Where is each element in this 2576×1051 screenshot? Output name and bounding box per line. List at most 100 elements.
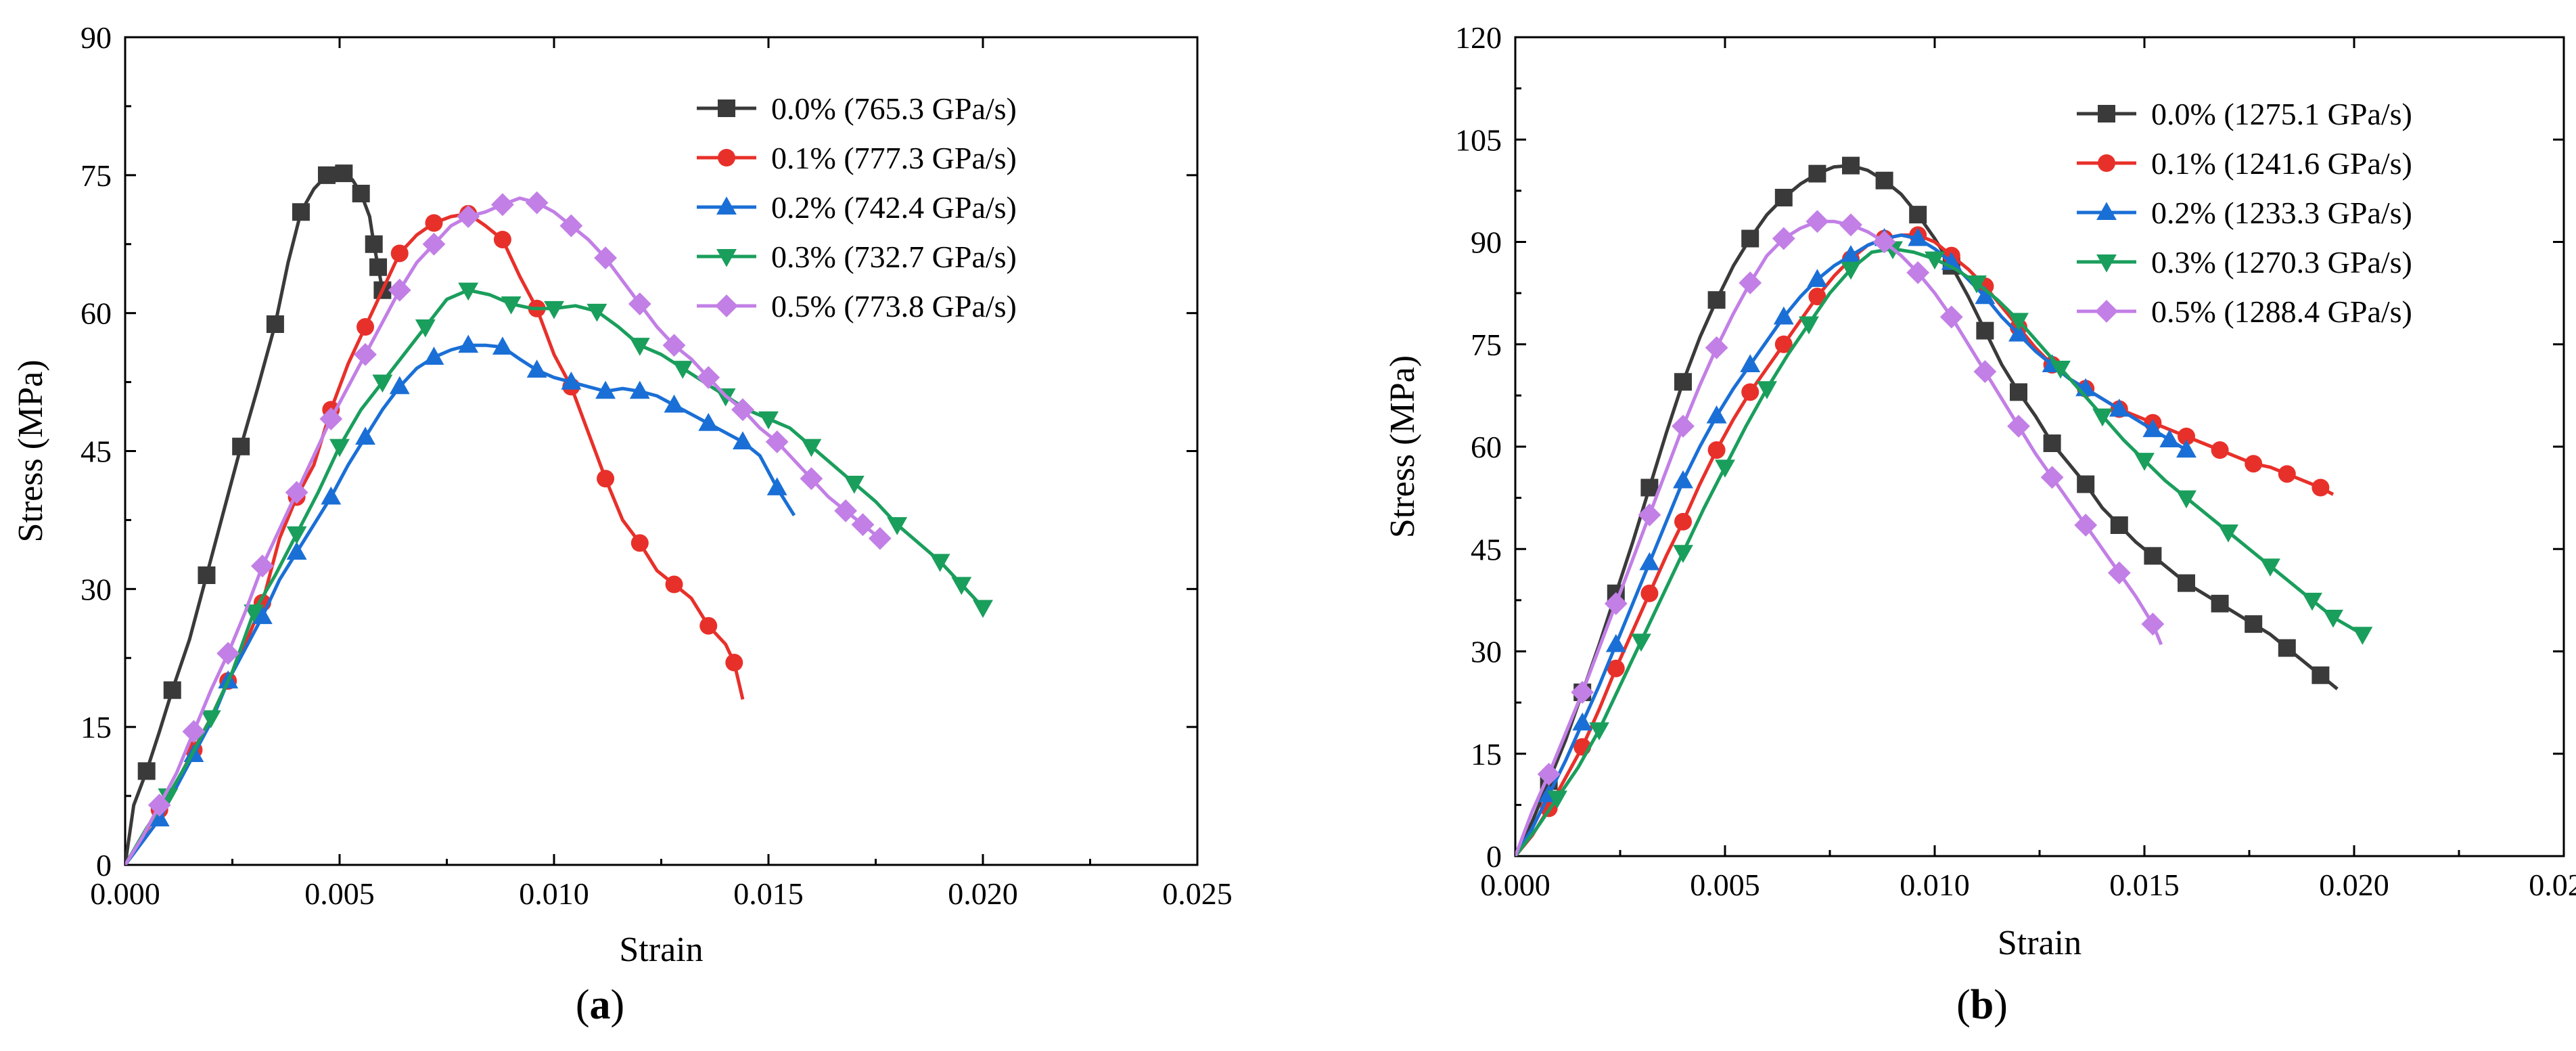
data-point: [1975, 286, 1996, 305]
data-point: [321, 486, 342, 505]
series-2: [1515, 227, 2196, 856]
data-point: [698, 413, 719, 431]
legend-entry-4: 0.5% (773.8 GPa/s): [697, 289, 1017, 323]
data-point: [1605, 633, 1626, 652]
legend-marker: [716, 196, 737, 215]
data-point: [250, 554, 274, 578]
data-point: [355, 426, 375, 445]
data-point: [628, 292, 651, 315]
data-point: [731, 398, 754, 422]
data-point: [1773, 306, 1794, 325]
legend-marker: [716, 248, 737, 267]
data-point: [158, 788, 179, 807]
data-point: [2211, 594, 2229, 612]
series-4: [1515, 210, 2165, 856]
data-point: [2007, 414, 2030, 438]
data-point: [457, 205, 480, 228]
legend-entry-2: 0.2% (1233.3 GPa/s): [2077, 196, 2412, 230]
data-point: [2178, 427, 2195, 445]
data-point: [844, 476, 865, 494]
legend-marker: [2098, 105, 2115, 122]
x-tick-label: 0.025: [2529, 868, 2576, 902]
data-point: [834, 499, 858, 522]
data-point: [1571, 681, 1594, 704]
data-point: [1537, 763, 1561, 786]
data-point: [1715, 460, 1735, 478]
data-point: [1925, 251, 1945, 270]
data-point: [2092, 408, 2113, 427]
data-point: [1705, 336, 1728, 359]
x-tick-label: 0.020: [948, 876, 1018, 911]
data-point: [252, 606, 273, 625]
x-tick-label: 0.005: [1690, 868, 1760, 902]
panel-label: (a): [576, 982, 624, 1028]
data-point: [266, 315, 284, 333]
data-point: [1672, 414, 1695, 438]
data-point: [491, 193, 514, 217]
data-point: [2302, 592, 2322, 611]
data-point: [2074, 514, 2098, 537]
data-point: [2312, 478, 2330, 497]
plot-frame: [124, 36, 1199, 866]
data-point: [1807, 269, 1828, 288]
legend-marker: [2096, 254, 2117, 273]
data-point: [725, 654, 743, 672]
data-point: [2134, 453, 2155, 471]
data-point: [1707, 441, 1726, 460]
data-point: [2144, 547, 2162, 565]
data-point: [559, 214, 583, 238]
legend-entry-0: 0.0% (765.3 GPa/s): [697, 91, 1017, 126]
data-point: [2077, 475, 2095, 493]
data-point: [285, 480, 308, 504]
data-point: [2260, 558, 2280, 577]
data-point: [352, 185, 370, 203]
data-point: [1673, 545, 1693, 563]
data-point: [526, 359, 547, 378]
data-point: [1973, 360, 1997, 383]
y-tick-label: 45: [1471, 532, 1502, 566]
data-point: [1909, 206, 1927, 224]
data-point: [1939, 305, 1963, 329]
data-point: [2178, 574, 2195, 592]
data-point: [2043, 434, 2061, 452]
data-point: [2008, 323, 2029, 342]
data-point: [354, 342, 377, 366]
data-point: [149, 808, 170, 827]
y-tick-label: 90: [80, 20, 112, 55]
data-point: [2109, 398, 2130, 417]
data-point: [1604, 592, 1628, 615]
data-point: [415, 319, 436, 338]
data-point: [1640, 478, 1659, 497]
x-tick-label: 0.000: [90, 876, 160, 911]
data-point: [929, 554, 950, 573]
data-point: [1707, 291, 1726, 309]
data-point: [629, 380, 650, 399]
data-point: [1808, 288, 1826, 306]
data-point: [525, 191, 549, 215]
data-point: [2245, 455, 2263, 473]
data-point: [765, 430, 789, 453]
data-point: [1639, 552, 1660, 571]
legend-marker: [2096, 202, 2117, 221]
legend-label: 0.2% (742.4 GPa/s): [771, 190, 1017, 225]
series-line: [125, 343, 796, 865]
data-point: [672, 361, 693, 379]
data-point: [1808, 164, 1826, 183]
data-point: [2218, 524, 2238, 543]
data-point: [2245, 615, 2263, 633]
data-point: [292, 203, 310, 221]
data-point: [1589, 722, 1609, 741]
data-point: [630, 534, 649, 552]
data-point: [665, 575, 683, 594]
series-0: [125, 164, 392, 865]
data-point: [1842, 156, 1860, 175]
data-point: [422, 232, 446, 256]
data-point: [492, 336, 513, 355]
y-axis-title: Stress (MPa): [1383, 355, 1422, 538]
data-point: [329, 439, 350, 457]
data-point: [973, 600, 993, 619]
data-point: [365, 235, 383, 253]
data-point: [851, 513, 875, 537]
data-point: [1841, 261, 1861, 280]
data-point: [697, 365, 720, 389]
